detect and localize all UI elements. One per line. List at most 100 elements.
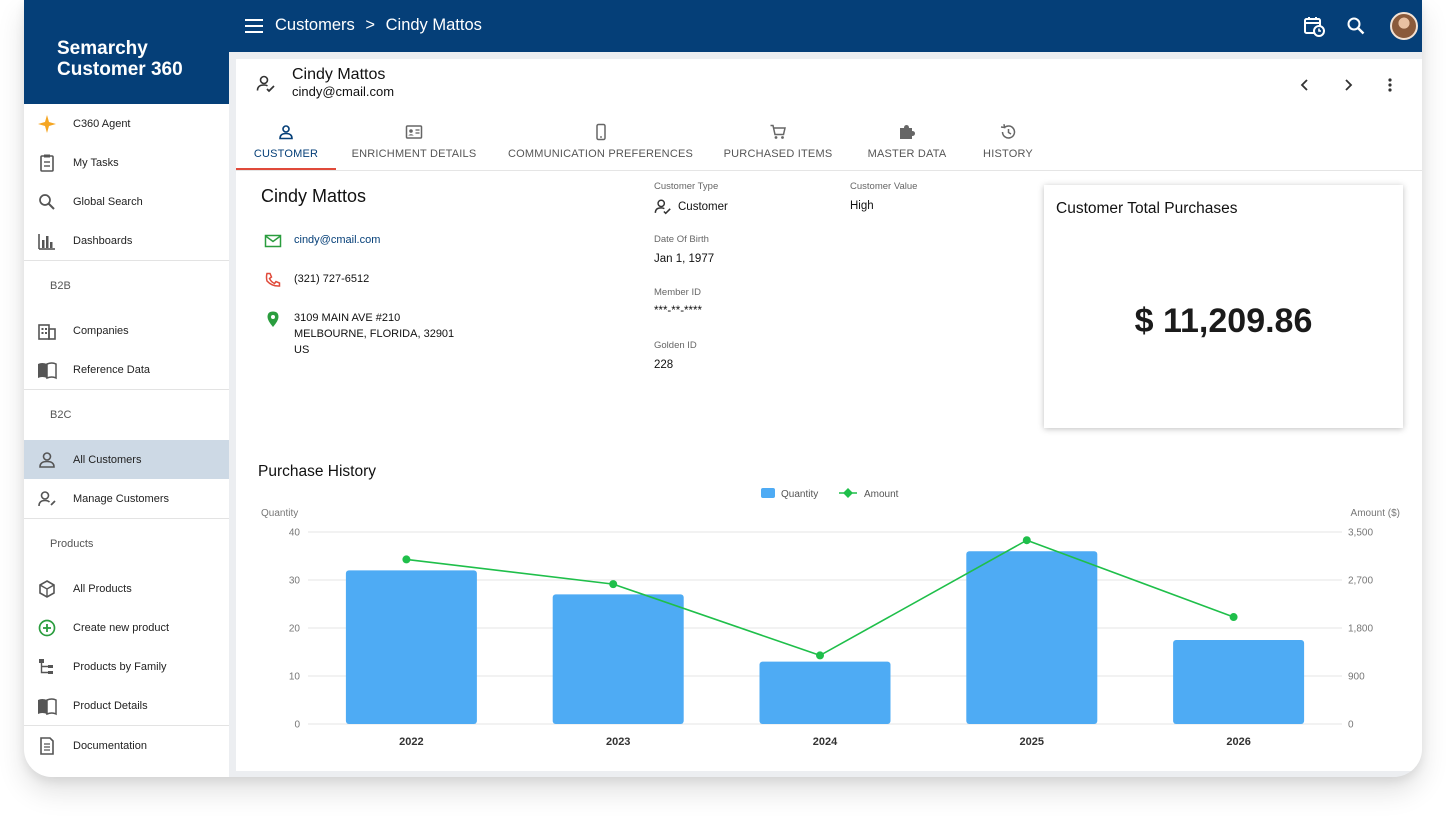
brand-line2: Customer 360 xyxy=(57,59,183,80)
sidebar-item-label: Create new product xyxy=(73,621,169,634)
x-tick-label: 2024 xyxy=(813,736,838,748)
menu-icon[interactable] xyxy=(245,15,263,37)
breadcrumb-customers[interactable]: Customers xyxy=(275,16,355,34)
phone-value: (321) 727-6512 xyxy=(294,273,370,285)
sidebar-item-reference-data[interactable]: Reference Data xyxy=(24,350,229,389)
box-icon xyxy=(39,580,55,598)
tab-label: ENRICHMENT DETAILS xyxy=(351,148,477,160)
address-line1: 3109 MAIN AVE #210 xyxy=(294,312,401,324)
tab-customer[interactable]: CUSTOMER xyxy=(236,119,336,170)
search-icon[interactable] xyxy=(1344,14,1368,38)
legend-label-amount: Amount xyxy=(864,489,899,500)
sidebar-section-b2c: B2C xyxy=(24,389,229,440)
contact-address: 3109 MAIN AVE #210 MELBOURNE, FLORIDA, 3… xyxy=(264,310,454,358)
app-window: Semarchy Customer 360 Customers > Cindy … xyxy=(24,0,1422,777)
x-tick-label: 2023 xyxy=(606,736,630,748)
sidebar-item-label: All Customers xyxy=(73,453,142,466)
amount-point-2025 xyxy=(1022,536,1031,545)
sidebar-item-products-by-family[interactable]: Products by Family xyxy=(24,647,229,686)
y2-axis-label: Amount ($) xyxy=(1351,508,1400,519)
calendar-clock-icon[interactable] xyxy=(1302,14,1326,38)
customer-type-text: Customer xyxy=(678,201,728,213)
history-icon xyxy=(1000,124,1016,139)
y2-tick-label: 900 xyxy=(1348,672,1365,683)
y2-tick-label: 1,800 xyxy=(1348,624,1373,635)
tab-purchased-items[interactable]: PURCHASED ITEMS xyxy=(717,119,839,170)
sidebar-item-label: Reference Data xyxy=(73,363,151,376)
sidebar-divider xyxy=(24,725,229,726)
x-tick-label: 2022 xyxy=(399,736,423,748)
amount-point-2022 xyxy=(402,555,411,564)
brand-line1: Semarchy xyxy=(57,38,148,59)
sidebar-item-c360-agent[interactable]: C360 Agent xyxy=(24,104,229,143)
sparkle-icon xyxy=(38,115,56,133)
record-title: Cindy Mattos xyxy=(292,66,386,83)
more-vert-icon[interactable] xyxy=(1381,76,1399,94)
sidebar-item-manage-customers[interactable]: Manage Customers xyxy=(24,479,229,518)
sidebar-item-all-customers[interactable]: All Customers xyxy=(24,440,229,479)
sidebar-item-create-new-product[interactable]: Create new product xyxy=(24,608,229,647)
sidebar-item-label: Product Details xyxy=(73,699,148,712)
chevron-left-icon[interactable] xyxy=(1296,76,1314,94)
bar-2025 xyxy=(966,551,1098,724)
bar-2026 xyxy=(1173,640,1305,724)
amount-point-2023 xyxy=(609,580,618,589)
tab-communication-preferences[interactable]: COMMUNICATION PREFERENCES xyxy=(504,119,697,170)
sidebar-item-label: Dashboards xyxy=(73,234,133,247)
tab-bar: CUSTOMER ENRICHMENT DETAILS COMMUNICATIO… xyxy=(236,119,1422,171)
y-tick-label: 20 xyxy=(289,624,301,635)
chevron-right-icon[interactable] xyxy=(1339,76,1357,94)
card-value: $ 11,209.86 xyxy=(1134,302,1313,340)
person-icon xyxy=(279,125,293,140)
clipboard-icon xyxy=(40,154,54,172)
breadcrumb-current: Cindy Mattos xyxy=(385,16,482,34)
contact-phone: (321) 727-6512 xyxy=(264,271,369,289)
tab-enrichment-details[interactable]: ENRICHMENT DETAILS xyxy=(344,119,484,170)
search-icon xyxy=(39,194,55,210)
avatar[interactable] xyxy=(1390,12,1418,40)
sidebar-item-label: Documentation xyxy=(73,739,147,752)
sidebar-item-dashboards[interactable]: Dashboards xyxy=(24,221,229,260)
y-axis-label: Quantity xyxy=(261,508,298,519)
sidebar-item-label: C360 Agent xyxy=(73,117,131,130)
brand-logo[interactable]: Semarchy Customer 360 xyxy=(24,0,229,104)
customer-name: Cindy Mattos xyxy=(261,186,367,206)
sidebar-item-global-search[interactable]: Global Search xyxy=(24,182,229,221)
sidebar-section-products: Products xyxy=(24,518,229,569)
record-subtitle: cindy@cmail.com xyxy=(292,84,395,99)
location-pin-icon xyxy=(267,311,279,327)
sidebar-item-companies[interactable]: Companies xyxy=(24,311,229,350)
record-panel: Cindy Mattos cindy@cmail.com CUSTOMER EN… xyxy=(236,59,1422,771)
sidebar-item-documentation[interactable]: Documentation xyxy=(24,726,229,765)
legend-marker-amount xyxy=(843,488,853,498)
cart-icon xyxy=(770,124,786,139)
bar-2024 xyxy=(759,661,891,724)
tab-label: CUSTOMER xyxy=(253,148,319,160)
sidebar-item-my-tasks[interactable]: My Tasks xyxy=(24,143,229,182)
sidebar-item-product-details[interactable]: Product Details xyxy=(24,686,229,725)
phone-icon xyxy=(595,123,606,141)
amount-point-2024 xyxy=(816,651,824,660)
add-circle-icon xyxy=(38,619,56,637)
sidebar-item-label: Manage Customers xyxy=(73,492,169,505)
person-check-icon xyxy=(256,75,275,93)
tab-history[interactable]: HISTORY xyxy=(975,119,1041,170)
email-link[interactable]: cindy@cmail.com xyxy=(294,234,381,246)
customer-type-label: Customer Type xyxy=(654,181,719,192)
tab-master-data[interactable]: MASTER DATA xyxy=(859,119,955,170)
email-icon xyxy=(264,234,282,248)
member-id-value: ***-**-**** xyxy=(654,305,702,317)
y2-tick-label: 0 xyxy=(1348,720,1354,731)
sidebar-item-all-products[interactable]: All Products xyxy=(24,569,229,608)
sidebar-item-label: Companies xyxy=(73,324,129,337)
building-icon xyxy=(38,324,56,340)
sidebar-item-label: Global Search xyxy=(73,195,143,208)
document-icon xyxy=(40,737,54,755)
tab-label: COMMUNICATION PREFERENCES xyxy=(507,148,694,160)
dob-value: Jan 1, 1977 xyxy=(654,253,715,265)
amount-point-2026 xyxy=(1229,613,1238,622)
book-icon xyxy=(38,362,57,380)
y-tick-label: 40 xyxy=(289,528,301,539)
book-icon xyxy=(38,698,57,716)
sidebar: C360 Agent My Tasks Global Search Dashbo… xyxy=(24,104,229,777)
